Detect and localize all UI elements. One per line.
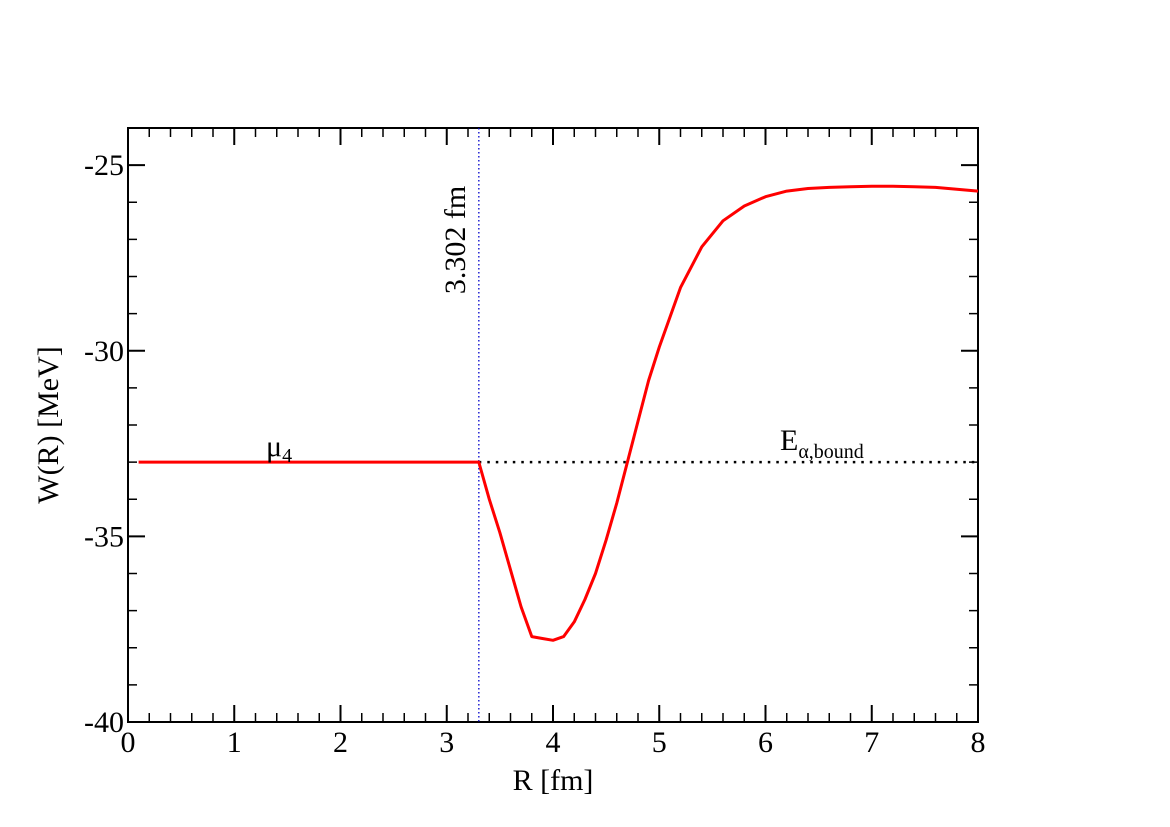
y-tick-label: -25 [84,149,124,182]
x-tick-labels: 0 1 2 3 4 5 6 7 8 [121,726,986,759]
mu-4-sub: 4 [282,445,292,467]
e-sub: α,bound [798,441,863,463]
plot-frame [127,127,979,723]
x-tick-label: 7 [864,726,879,759]
mu-4-base: μ [266,430,282,463]
x-tick-label: 2 [333,726,348,759]
y-tick-label: -30 [84,335,124,368]
x-tick-label: 5 [652,726,667,759]
y-axis-title: W(R) [MeV] [32,346,65,503]
x-tick-label: 3 [439,726,454,759]
e-alpha-bound-label: Eα,bound [780,424,864,463]
e-base: E [780,424,798,457]
y-tick-label: -40 [84,706,124,739]
y-tick-labels: -40 -35 -30 -25 [84,149,124,739]
series-layer [138,128,979,722]
x-tick-label: 6 [758,726,773,759]
w-r-curve [138,184,979,642]
mu-4-label: μ4 [266,430,292,467]
minor-ticks [128,128,978,722]
major-ticks [127,128,979,723]
x-tick-label: 0 [121,726,136,759]
x-axis-title: R [fm] [513,764,594,797]
vline-label: 3.302 fm [439,186,472,294]
x-tick-label: 8 [971,726,986,759]
x-tick-label: 4 [546,726,561,759]
x-tick-label: 1 [227,726,242,759]
y-tick-label: -35 [84,520,124,553]
